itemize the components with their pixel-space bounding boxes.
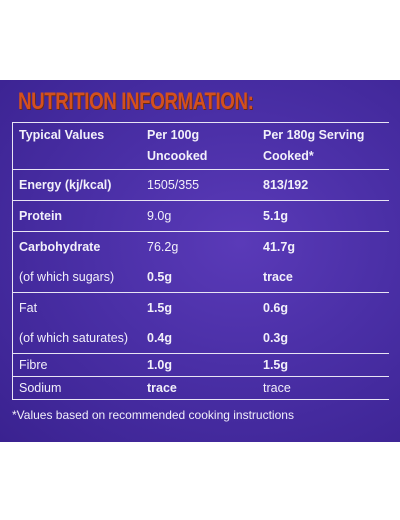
- row-label: Fat: [19, 301, 38, 315]
- table-row-sugars: (of which sugars) 0.5g trace: [13, 262, 389, 293]
- row-per180: 41.7g: [263, 240, 295, 254]
- row-per180: trace: [263, 381, 291, 395]
- table-row-fat: Fat 1.5g 0.6g: [13, 293, 389, 323]
- nutrition-title: NUTRITION INFORMATION:: [18, 88, 254, 115]
- header-per-serving-line1: Per 180g Serving: [263, 128, 365, 142]
- row-per100: 1505/355: [147, 178, 200, 192]
- footnote: *Values based on recommended cooking ins…: [12, 408, 294, 422]
- table-row-sodium: Sodium trace trace: [13, 377, 389, 400]
- row-label: Energy (kj/kcal): [19, 178, 112, 192]
- row-per100: 0.4g: [147, 331, 173, 345]
- nutrition-table: Typical Values Per 100g Uncooked Per 180…: [12, 122, 389, 400]
- row-label: Sodium: [19, 381, 62, 395]
- row-per180: trace: [263, 270, 293, 284]
- header-per-100g: Per 100g Uncooked: [141, 123, 257, 169]
- table-row-carbohydrate: Carbohydrate 76.2g 41.7g: [13, 232, 389, 262]
- row-per180: 813/192: [263, 178, 309, 192]
- row-per180: 5.1g: [263, 209, 289, 223]
- row-per100: 9.0g: [147, 209, 172, 223]
- table-row-energy: Energy (kj/kcal) 1505/355 813/192: [13, 170, 389, 201]
- table-row-protein: Protein 9.0g 5.1g: [13, 201, 389, 232]
- row-label: Carbohydrate: [19, 240, 101, 254]
- header-per-serving-line2: Cooked*: [263, 149, 314, 163]
- row-per180: 0.3g: [263, 331, 289, 345]
- row-per100: 1.0g: [147, 358, 173, 372]
- table-row-fibre: Fibre 1.0g 1.5g: [13, 354, 389, 377]
- row-per100: 0.5g: [147, 270, 173, 284]
- header-per-serving: Per 180g Serving Cooked*: [257, 123, 389, 169]
- nutrition-panel: NUTRITION INFORMATION: Typical Values Pe…: [0, 80, 400, 442]
- row-label: (of which sugars): [19, 270, 115, 284]
- header-per-100g-line1: Per 100g: [147, 128, 200, 142]
- row-per100: 1.5g: [147, 301, 173, 315]
- row-per180: 1.5g: [263, 358, 289, 372]
- row-per100: 76.2g: [147, 240, 179, 254]
- header-per-100g-line2: Uncooked: [147, 149, 208, 163]
- table-row-saturates: (of which saturates) 0.4g 0.3g: [13, 323, 389, 354]
- table-header-row: Typical Values Per 100g Uncooked Per 180…: [13, 123, 389, 170]
- row-label: (of which saturates): [19, 331, 129, 345]
- row-per100: trace: [147, 381, 177, 395]
- header-typical-values: Typical Values: [19, 128, 105, 142]
- row-per180: 0.6g: [263, 301, 289, 315]
- row-label: Fibre: [19, 358, 48, 372]
- row-label: Protein: [19, 209, 63, 223]
